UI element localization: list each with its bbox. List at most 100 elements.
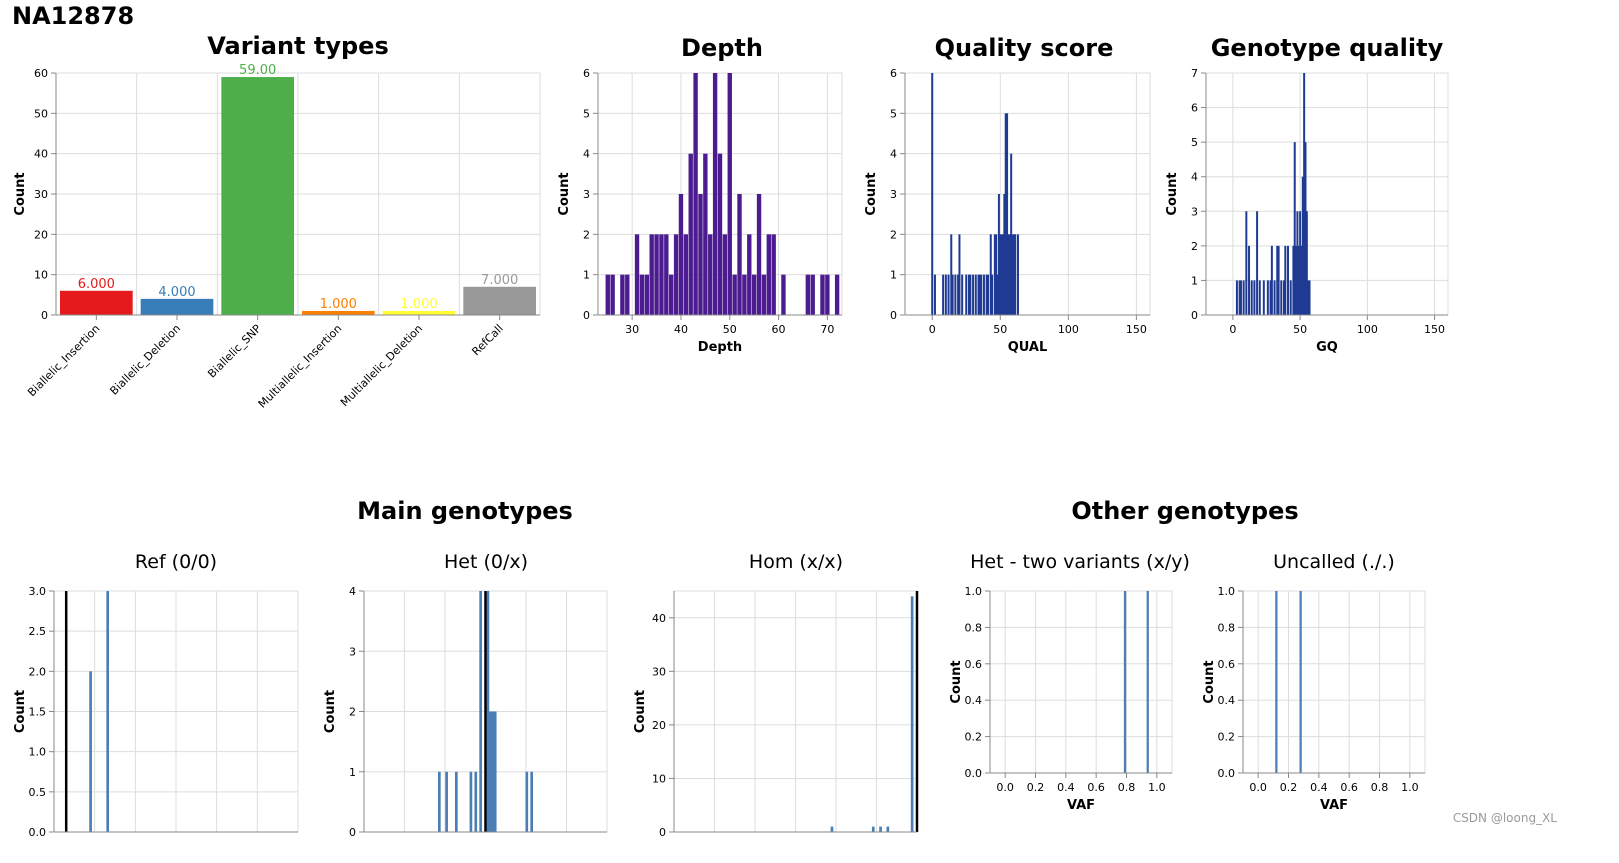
bar-Multiallelic_Deletion (382, 310, 456, 315)
x-tick-label: 0.4 (1057, 781, 1075, 794)
histogram-bar (1010, 153, 1013, 315)
y-axis-title: Count (13, 690, 28, 733)
plot-frame (989, 590, 1173, 774)
histogram-bar (664, 234, 669, 315)
histogram-bar (997, 194, 1000, 315)
histogram-bar (106, 591, 110, 832)
histogram-bar (910, 596, 914, 832)
watermark: CSDN @loong_XL (1452, 811, 1557, 825)
histogram-bar (1284, 245, 1287, 315)
y-tick-label: 0.6 (1218, 658, 1236, 671)
y-tick-label: 1 (349, 766, 356, 779)
histogram-bar (1250, 280, 1253, 315)
histogram-bar (1002, 234, 1004, 315)
y-axis-title: Count (557, 172, 572, 215)
histogram-bar (996, 274, 999, 315)
histogram-bar (995, 234, 998, 315)
histogram-bar (688, 153, 693, 315)
y-tick-label: 3 (1191, 205, 1198, 218)
y-axis-title: Count (864, 172, 879, 215)
histogram-bar (1007, 234, 1010, 315)
histogram-bar (1248, 245, 1251, 315)
y-tick-label: 6 (1191, 102, 1198, 115)
y-tick-label: 2.0 (29, 665, 47, 678)
y-axis-title: Count (949, 660, 964, 703)
histogram-bar (1245, 211, 1248, 315)
x-axis-title: QUAL (1008, 340, 1048, 355)
histogram-bar (1276, 245, 1279, 315)
y-tick-label: 0 (41, 309, 48, 322)
y-tick-label: 20 (34, 228, 48, 241)
histogram-bar (89, 671, 92, 832)
chart-genotype-quality: Genotype quality 0 1 2 3 4 5 6 7 0 50 100 150 GQ Count (1165, 34, 1449, 355)
y-tick-label: 0.0 (965, 767, 983, 780)
histogram-bar (479, 591, 482, 832)
histogram-bar (683, 234, 689, 315)
histogram-bar (1282, 280, 1285, 315)
y-axis-title: Count (1202, 660, 1217, 703)
histogram-bar (967, 274, 970, 315)
chart-hom-x-x: Hom (x/x) 0 10 20 30 40 Count (633, 551, 919, 839)
x-axis-title: VAF (1067, 798, 1095, 813)
x-tick-label: 0 (1229, 323, 1236, 336)
histogram-bar (455, 771, 458, 832)
histogram-bar (649, 234, 654, 315)
x-tick-label: 0.4 (1310, 781, 1328, 794)
histogram-bar (751, 274, 757, 315)
histogram-bar (644, 274, 649, 315)
plot-frame (1242, 590, 1426, 774)
histogram-bar (1256, 211, 1259, 315)
chart-title: Uncalled (./.) (1273, 551, 1395, 573)
histogram-bar (493, 711, 497, 832)
histogram-bar (610, 274, 615, 315)
x-tick-label: 0.8 (1371, 781, 1389, 794)
histogram-bar (1269, 280, 1272, 315)
histogram-bar (1258, 280, 1261, 315)
histogram-bar (708, 234, 713, 315)
histogram-bar (961, 274, 964, 315)
data-label: 6.000 (78, 277, 115, 292)
y-tick-label: 0.4 (1218, 694, 1236, 707)
y-tick-label: 6 (890, 67, 897, 80)
x-tick-label: 0.0 (996, 781, 1014, 794)
y-tick-label: 60 (34, 67, 48, 80)
x-tick-label: 50 (993, 323, 1007, 336)
histogram-bar (1299, 211, 1302, 315)
histogram-bar (1270, 245, 1273, 315)
histogram-bar (1004, 113, 1007, 315)
y-tick-label: 2.5 (29, 625, 47, 638)
histogram-bar (1289, 280, 1292, 315)
y-tick-label: 1 (583, 269, 590, 282)
y-axis-title: Count (1165, 172, 1180, 215)
histogram-bar (951, 274, 954, 315)
histogram-bar (1280, 280, 1283, 315)
y-tick-label: 0 (583, 309, 590, 322)
histogram-bar (1016, 234, 1019, 315)
y-tick-label: 1.0 (1218, 585, 1236, 598)
histogram-bar (486, 591, 490, 832)
histogram-bar (834, 274, 840, 315)
x-tick-label: 60 (772, 323, 786, 336)
x-tick-label: 40 (674, 323, 688, 336)
histogram-bar (993, 234, 996, 315)
histogram-bar (525, 771, 529, 832)
x-tick-label: 0.8 (1118, 781, 1136, 794)
histogram-bar (1303, 73, 1306, 315)
histogram-bar (958, 234, 961, 315)
y-tick-label: 0.2 (1218, 731, 1236, 744)
other-genotypes-heading: Other genotypes (1071, 497, 1299, 525)
histogram-bar (978, 274, 981, 315)
y-axis-title: Count (323, 690, 338, 733)
histogram-bar (985, 274, 988, 315)
main-genotypes-heading: Main genotypes (357, 497, 573, 525)
histogram-bar (944, 274, 947, 315)
y-tick-label: 5 (1191, 136, 1198, 149)
histogram-bar (1305, 211, 1308, 315)
histogram-bar (693, 73, 698, 315)
chart-title: Depth (681, 34, 763, 62)
x-tick-label: 100 (1058, 323, 1079, 336)
histogram-bar (771, 234, 776, 315)
histogram-bar (947, 274, 950, 315)
histogram-bar (942, 274, 945, 315)
y-tick-label: 2 (349, 706, 356, 719)
